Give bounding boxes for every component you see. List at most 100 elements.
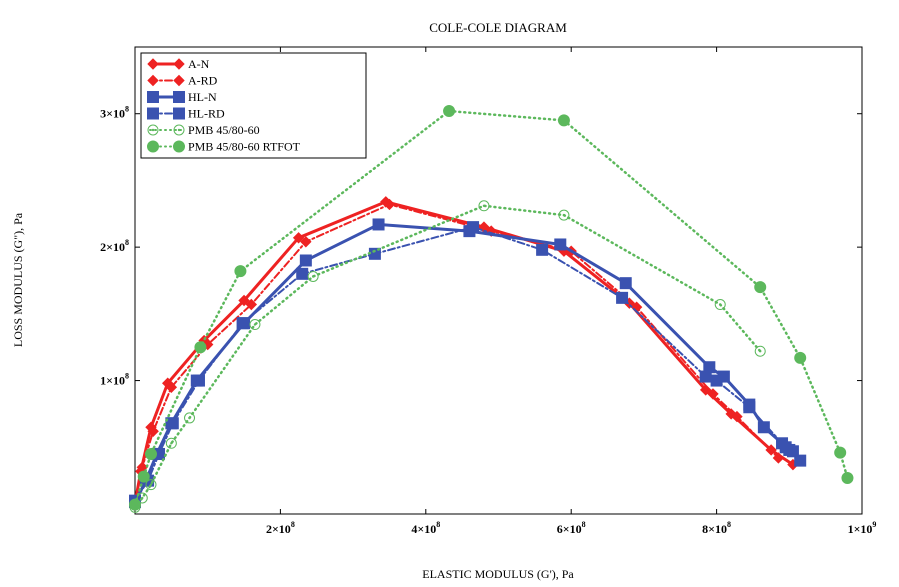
data-point	[554, 238, 567, 251]
data-point	[236, 317, 249, 330]
series-4	[129, 200, 766, 513]
data-point	[300, 236, 312, 248]
data-point-center	[311, 275, 315, 278]
legend-label: HL-RD	[188, 107, 225, 121]
axis-ticks: 2×108 4×108 6×108 8×108 1×109 1×108 2×108 3×108	[100, 47, 876, 536]
legend-marker	[147, 74, 159, 87]
legend-label: HL-N	[188, 90, 217, 104]
legend-item: A-N	[147, 57, 210, 71]
data-point	[707, 388, 719, 400]
legend-item: PMB 45/80-60	[147, 123, 260, 137]
legend-marker-center	[177, 128, 181, 132]
series-3	[129, 221, 799, 507]
data-point	[165, 437, 177, 449]
data-point	[558, 209, 570, 221]
data-point-center	[170, 442, 173, 445]
legend-marker	[147, 58, 159, 70]
data-point-center	[149, 483, 153, 486]
legend-item: HL-RD	[147, 107, 225, 121]
y-tick-label: 3×108	[100, 105, 129, 121]
data-point	[234, 265, 247, 278]
data-point	[834, 446, 847, 459]
data-point	[714, 299, 726, 311]
data-point	[147, 425, 159, 437]
series-0	[129, 196, 799, 510]
y-tick-label: 2×108	[100, 238, 129, 254]
data-point-center	[759, 350, 762, 353]
legend-item: PMB 45/80-60 RTFOT	[147, 140, 301, 154]
data-point-center	[719, 303, 722, 306]
data-point	[137, 470, 150, 483]
data-point	[372, 218, 385, 231]
data-point	[699, 370, 712, 383]
data-point	[757, 421, 770, 434]
legend-marker	[173, 58, 185, 70]
data-point-center	[562, 213, 566, 217]
series-layer	[129, 105, 854, 513]
data-point	[772, 452, 785, 464]
legend-marker	[173, 107, 185, 120]
data-point	[249, 319, 261, 331]
data-point	[557, 114, 570, 127]
data-point	[383, 198, 396, 211]
x-tick-label: 2×108	[266, 520, 295, 536]
legend-label: A-RD	[188, 74, 218, 88]
legend: A-N A-RD HL-N HL-RD PMB 45/80-60 PMB 45/80-60…	[140, 52, 367, 159]
data-point	[841, 471, 854, 484]
data-point	[194, 341, 207, 354]
x-tick-label: 8×108	[702, 520, 731, 536]
data-point	[245, 298, 258, 311]
data-point	[536, 243, 549, 256]
series-line	[134, 226, 794, 502]
data-point	[145, 479, 157, 491]
legend-marker-center	[151, 128, 155, 132]
x-tick-label: 6×108	[557, 520, 586, 536]
data-point	[192, 374, 205, 387]
data-point	[292, 232, 305, 244]
data-point-center	[253, 323, 257, 326]
legend-marker	[147, 107, 159, 120]
series-line	[134, 203, 780, 502]
legend-label: PMB 45/80-60	[188, 123, 260, 137]
series-line	[133, 204, 762, 509]
x-tick-label: 1×109	[848, 520, 877, 536]
data-point-center	[141, 496, 144, 500]
data-point-center	[188, 416, 191, 420]
data-point	[129, 498, 141, 511]
series-line	[133, 109, 849, 506]
legend-marker	[147, 124, 159, 136]
data-point	[619, 277, 632, 290]
data-point	[710, 374, 723, 387]
data-point	[184, 412, 196, 424]
data-point	[794, 351, 807, 364]
legend-marker	[173, 124, 185, 136]
legend-marker	[147, 91, 159, 103]
legend-label: PMB 45/80-60 RTFOT	[188, 140, 301, 154]
chart-title: COLE-COLE DIAGRAM	[429, 20, 567, 35]
series-line	[133, 222, 802, 504]
data-point	[731, 410, 743, 423]
series-2	[129, 218, 807, 508]
y-tick-label: 1×108	[100, 372, 129, 388]
legend-label: A-N	[188, 57, 210, 71]
legend-item: A-RD	[147, 74, 218, 88]
y-axis-label: LOSS MODULUS (G"), Pa	[11, 212, 25, 347]
series-1	[129, 198, 785, 507]
data-point	[743, 401, 756, 414]
legend-marker	[173, 74, 185, 87]
plot-area	[134, 46, 863, 515]
data-point	[165, 381, 178, 393]
data-point	[616, 291, 629, 304]
data-point	[296, 267, 309, 280]
data-point	[144, 447, 157, 460]
data-point	[794, 454, 807, 467]
data-point	[238, 294, 250, 307]
x-axis-label: ELASTIC MODULUS (G'), Pa	[422, 567, 574, 581]
data-point	[786, 445, 799, 458]
data-point	[478, 200, 490, 212]
data-point	[754, 281, 767, 294]
legend-marker	[147, 140, 159, 153]
data-point	[754, 345, 766, 357]
data-point	[443, 105, 456, 118]
